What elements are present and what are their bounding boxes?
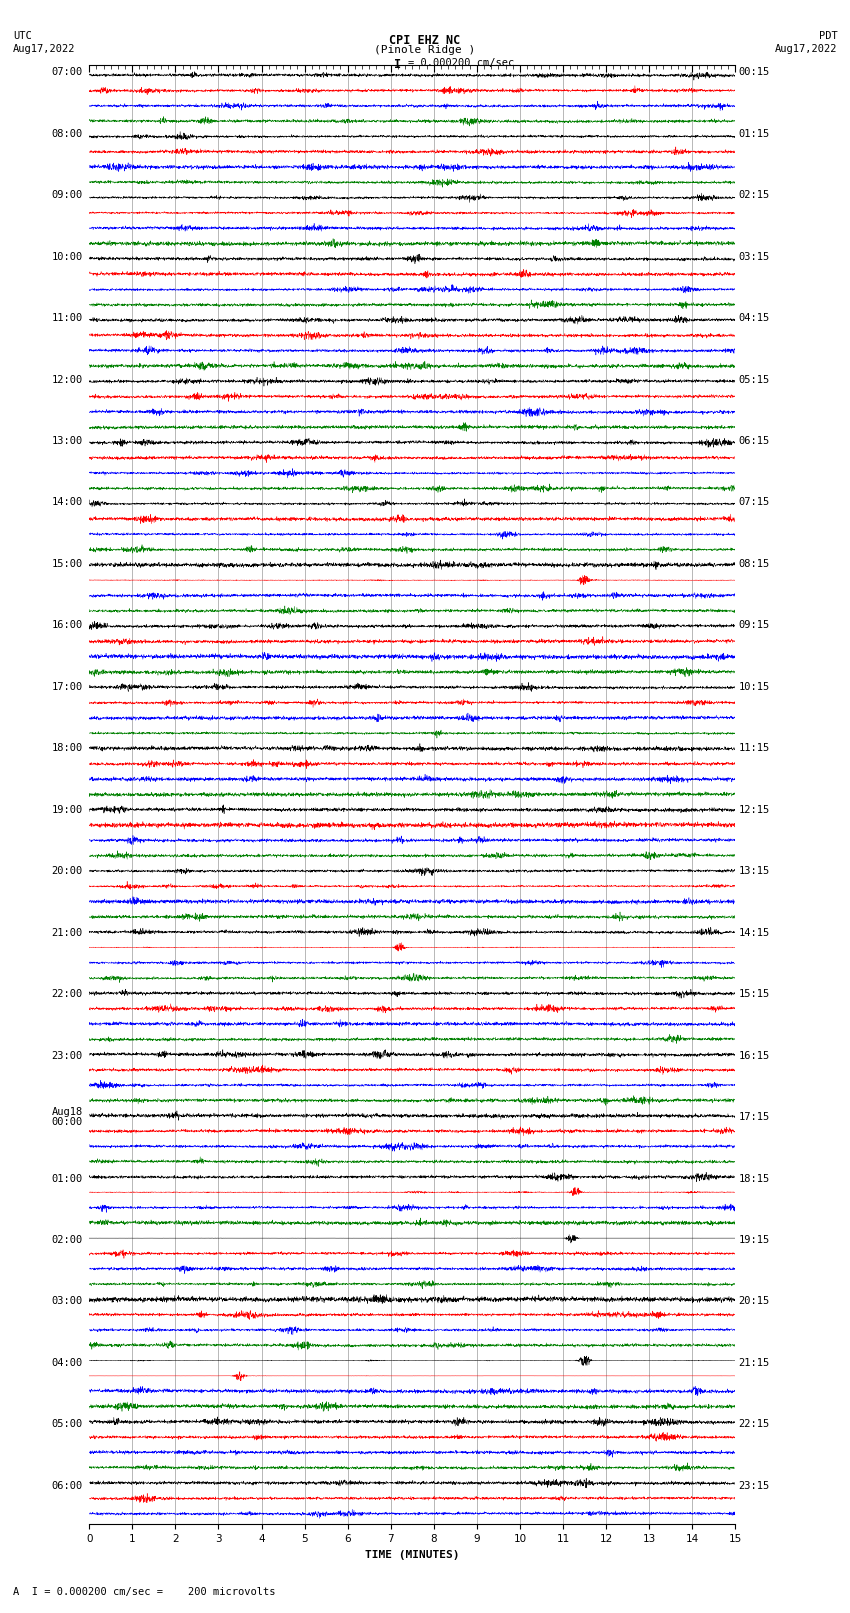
Text: 20:15: 20:15 xyxy=(739,1297,770,1307)
Text: 14:15: 14:15 xyxy=(739,927,770,937)
Text: 14:00: 14:00 xyxy=(52,497,82,508)
Text: 17:15: 17:15 xyxy=(739,1111,770,1123)
Text: 02:15: 02:15 xyxy=(739,190,770,200)
Text: 09:15: 09:15 xyxy=(739,621,770,631)
Text: 15:00: 15:00 xyxy=(52,560,82,569)
Text: 13:00: 13:00 xyxy=(52,436,82,445)
Text: 03:15: 03:15 xyxy=(739,252,770,261)
Text: 03:00: 03:00 xyxy=(52,1297,82,1307)
Text: CPI EHZ NC: CPI EHZ NC xyxy=(389,34,461,47)
Text: 21:15: 21:15 xyxy=(739,1358,770,1368)
Text: 02:00: 02:00 xyxy=(52,1236,82,1245)
Text: 22:00: 22:00 xyxy=(52,989,82,998)
Text: 12:15: 12:15 xyxy=(739,805,770,815)
Text: = 0.000200 cm/sec: = 0.000200 cm/sec xyxy=(408,58,514,68)
Text: 08:15: 08:15 xyxy=(739,560,770,569)
Text: 11:15: 11:15 xyxy=(739,744,770,753)
Text: 15:15: 15:15 xyxy=(739,989,770,998)
Text: 19:00: 19:00 xyxy=(52,805,82,815)
Text: PDT
Aug17,2022: PDT Aug17,2022 xyxy=(774,31,837,53)
Text: 06:00: 06:00 xyxy=(52,1481,82,1490)
Text: 04:15: 04:15 xyxy=(739,313,770,323)
Text: 11:00: 11:00 xyxy=(52,313,82,323)
Text: 05:15: 05:15 xyxy=(739,374,770,384)
Text: 05:00: 05:00 xyxy=(52,1419,82,1429)
Text: 01:00: 01:00 xyxy=(52,1174,82,1184)
Text: 18:15: 18:15 xyxy=(739,1174,770,1184)
Text: 22:15: 22:15 xyxy=(739,1419,770,1429)
Text: A  I = 0.000200 cm/sec =    200 microvolts: A I = 0.000200 cm/sec = 200 microvolts xyxy=(13,1587,275,1597)
Text: UTC
Aug17,2022: UTC Aug17,2022 xyxy=(13,31,76,53)
Text: 16:15: 16:15 xyxy=(739,1050,770,1061)
Text: 16:00: 16:00 xyxy=(52,621,82,631)
X-axis label: TIME (MINUTES): TIME (MINUTES) xyxy=(365,1550,460,1560)
Text: 21:00: 21:00 xyxy=(52,927,82,937)
Text: 20:00: 20:00 xyxy=(52,866,82,876)
Text: 07:15: 07:15 xyxy=(739,497,770,508)
Text: 01:15: 01:15 xyxy=(739,129,770,139)
Text: Aug18
00:00: Aug18 00:00 xyxy=(52,1108,82,1127)
Text: 07:00: 07:00 xyxy=(52,68,82,77)
Text: I: I xyxy=(394,58,401,71)
Text: 12:00: 12:00 xyxy=(52,374,82,384)
Text: 06:15: 06:15 xyxy=(739,436,770,445)
Text: 17:00: 17:00 xyxy=(52,682,82,692)
Text: 23:00: 23:00 xyxy=(52,1050,82,1061)
Text: 08:00: 08:00 xyxy=(52,129,82,139)
Text: 10:15: 10:15 xyxy=(739,682,770,692)
Text: 13:15: 13:15 xyxy=(739,866,770,876)
Text: 10:00: 10:00 xyxy=(52,252,82,261)
Text: 18:00: 18:00 xyxy=(52,744,82,753)
Text: 23:15: 23:15 xyxy=(739,1481,770,1490)
Text: 04:00: 04:00 xyxy=(52,1358,82,1368)
Text: 19:15: 19:15 xyxy=(739,1236,770,1245)
Text: 09:00: 09:00 xyxy=(52,190,82,200)
Text: (Pinole Ridge ): (Pinole Ridge ) xyxy=(374,45,476,55)
Text: 00:15: 00:15 xyxy=(739,68,770,77)
